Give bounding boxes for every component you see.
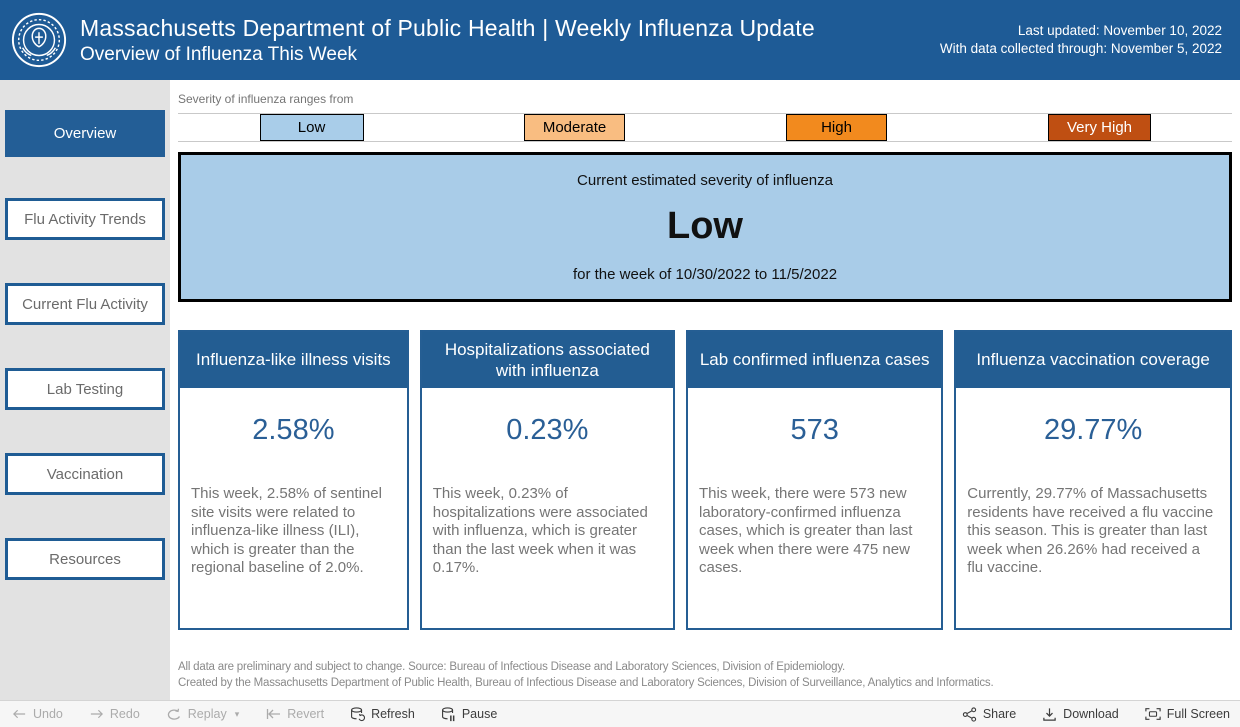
main-content: Severity of influenza ranges from Low Mo… xyxy=(170,80,1240,700)
sidebar-item-current-flu-activity[interactable]: Current Flu Activity xyxy=(5,283,165,325)
card-ili-visits: Influenza-like illness visits 2.58% This… xyxy=(178,330,409,630)
refresh-data-icon xyxy=(351,706,366,721)
revert-button[interactable]: Revert xyxy=(265,707,324,721)
scale-spacer xyxy=(364,114,524,141)
card-description: This week, 0.23% of hospitalizations wer… xyxy=(432,485,648,577)
footnote-credit: Created by the Massachusetts Department … xyxy=(178,676,994,689)
toolbar-right-group: Share Download Full Screen xyxy=(936,706,1230,722)
share-icon xyxy=(962,706,976,722)
last-updated-text: Last updated: November 10, 2022 xyxy=(1017,22,1222,38)
footnotes: All data are preliminary and subject to … xyxy=(178,660,1232,691)
severity-scale-label: Severity of influenza ranges from xyxy=(178,92,354,106)
card-value: 0.23% xyxy=(506,414,589,446)
replay-dropdown-caret-icon[interactable]: ▾ xyxy=(234,708,240,719)
sidebar-item-label: Resources xyxy=(49,550,121,568)
sidebar-nav: Overview Flu Activity Trends Current Flu… xyxy=(0,80,170,700)
redo-button[interactable]: Redo xyxy=(89,707,140,721)
header-banner: Massachusetts Department of Public Healt… xyxy=(0,0,1240,80)
card-vaccination-coverage: Influenza vaccination coverage 29.77% Cu… xyxy=(954,330,1232,630)
card-title: Lab confirmed influenza cases xyxy=(687,332,942,388)
fullscreen-icon xyxy=(1145,708,1161,720)
sidebar-item-flu-activity-trends[interactable]: Flu Activity Trends xyxy=(5,198,165,240)
redo-arrow-icon xyxy=(90,709,103,719)
card-value: 573 xyxy=(790,414,839,446)
scale-spacer xyxy=(887,114,1047,141)
card-description: This week, 2.58% of sentinel site visits… xyxy=(191,485,382,577)
severity-level-very-high: Very High xyxy=(1047,114,1152,141)
pause-button[interactable]: Pause xyxy=(441,706,497,722)
metric-cards: Influenza-like illness visits 2.58% This… xyxy=(178,330,1232,630)
card-value: 29.77% xyxy=(1043,414,1143,446)
sidebar-item-vaccination[interactable]: Vaccination xyxy=(5,453,165,495)
card-title: Influenza-like illness visits xyxy=(180,332,407,388)
header-titles: Massachusetts Department of Public Healt… xyxy=(80,15,940,66)
severity-level-moderate: Moderate xyxy=(523,114,626,141)
mass-dph-seal-logo xyxy=(11,12,67,68)
undo-button[interactable]: Undo xyxy=(12,707,63,721)
card-title: Influenza vaccination coverage xyxy=(956,332,1230,388)
data-through-text: With data collected through: November 5,… xyxy=(939,41,1222,56)
sidebar-item-label: Current Flu Activity xyxy=(22,295,148,313)
sidebar-item-label: Overview xyxy=(53,125,117,142)
card-lab-confirmed-cases: Lab confirmed influenza cases 573 This w… xyxy=(685,330,944,630)
sidebar-item-lab-testing[interactable]: Lab Testing xyxy=(5,368,165,410)
page-title: Massachusetts Department of Public Healt… xyxy=(80,14,815,41)
card-description: This week, there were 573 new laboratory… xyxy=(698,485,913,577)
footnote-source: All data are preliminary and subject to … xyxy=(178,661,846,673)
share-button[interactable]: Share xyxy=(962,706,1016,722)
sidebar-item-label: Flu Activity Trends xyxy=(24,210,146,228)
undo-arrow-icon xyxy=(13,709,26,719)
replay-icon xyxy=(167,708,180,720)
scale-spacer xyxy=(625,114,785,141)
download-button[interactable]: Download xyxy=(1042,707,1119,722)
severity-level-low: Low xyxy=(259,114,364,141)
update-info: Last updated: November 10, 2022 With dat… xyxy=(940,22,1222,58)
scale-spacer xyxy=(178,114,260,141)
current-severity-period: for the week of 10/30/2022 to 11/5/2022 xyxy=(572,265,838,283)
current-severity-box: Current estimated severity of influenza … xyxy=(178,152,1232,302)
tableau-toolbar: Undo Redo Replay ▾ Revert xyxy=(0,700,1240,727)
current-severity-heading: Current estimated severity of influenza xyxy=(577,171,833,189)
severity-level-high: High xyxy=(785,114,888,141)
refresh-button[interactable]: Refresh xyxy=(350,706,415,722)
replay-button[interactable]: Replay ▾ xyxy=(166,707,239,721)
sidebar-item-overview[interactable]: Overview xyxy=(5,110,165,157)
sidebar-item-label: Lab Testing xyxy=(46,380,124,398)
severity-scale-bar: Low Moderate High Very High xyxy=(178,113,1232,142)
card-description: Currently, 29.77% of Massachusetts resid… xyxy=(967,485,1214,577)
sidebar-item-resources[interactable]: Resources xyxy=(5,538,165,580)
sidebar-item-label: Vaccination xyxy=(46,465,124,483)
card-hospitalizations: Hospitalizations associated with influen… xyxy=(419,330,675,630)
current-severity-value: Low xyxy=(667,204,743,247)
page-subtitle: Overview of Influenza This Week xyxy=(80,43,358,65)
scale-spacer xyxy=(1151,114,1232,141)
revert-icon xyxy=(267,709,281,719)
pause-updates-icon xyxy=(441,706,455,721)
card-title: Hospitalizations associated with influen… xyxy=(421,332,673,388)
card-value: 2.58% xyxy=(252,414,335,446)
fullscreen-button[interactable]: Full Screen xyxy=(1145,707,1230,721)
download-icon xyxy=(1043,707,1056,721)
